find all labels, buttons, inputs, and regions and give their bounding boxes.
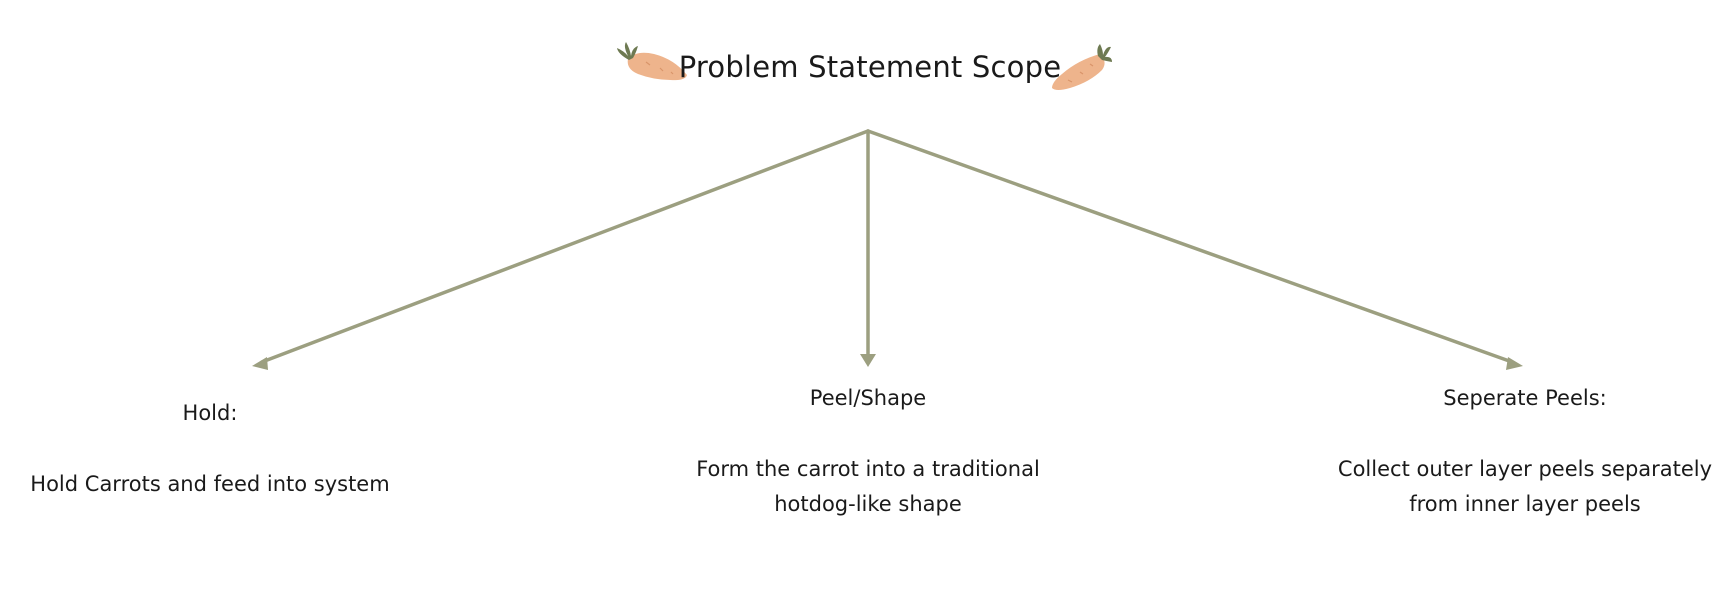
node-description: Hold Carrots and feed into system [30, 472, 390, 496]
arrowhead-seperate-peels [1506, 357, 1523, 370]
node-hold: Hold: Hold Carrots and feed into system [30, 396, 390, 502]
node-description: Collect outer layer peels separately fro… [1337, 457, 1713, 516]
connector-to-hold [260, 129, 870, 364]
arrowhead-peel-shape [860, 354, 876, 367]
node-label: Peel/Shape [809, 386, 927, 410]
title-row: Problem Statement Scope [600, 38, 1140, 98]
page-title: Problem Statement Scope [678, 50, 1062, 84]
node-seperate-peels: Seperate Peels: Collect outer layer peel… [1325, 381, 1725, 522]
node-peel-shape: Peel/Shape Form the carrot into a tradit… [668, 381, 1068, 522]
carrot-icon [1052, 44, 1112, 90]
arrowhead-hold [252, 357, 268, 370]
connector-to-seperate-peels [866, 129, 1514, 364]
node-label: Hold: [182, 401, 238, 425]
node-label: Seperate Peels: [1443, 386, 1607, 410]
carrot-icon [617, 42, 687, 81]
node-description: Form the carrot into a traditional hotdo… [696, 457, 1040, 516]
